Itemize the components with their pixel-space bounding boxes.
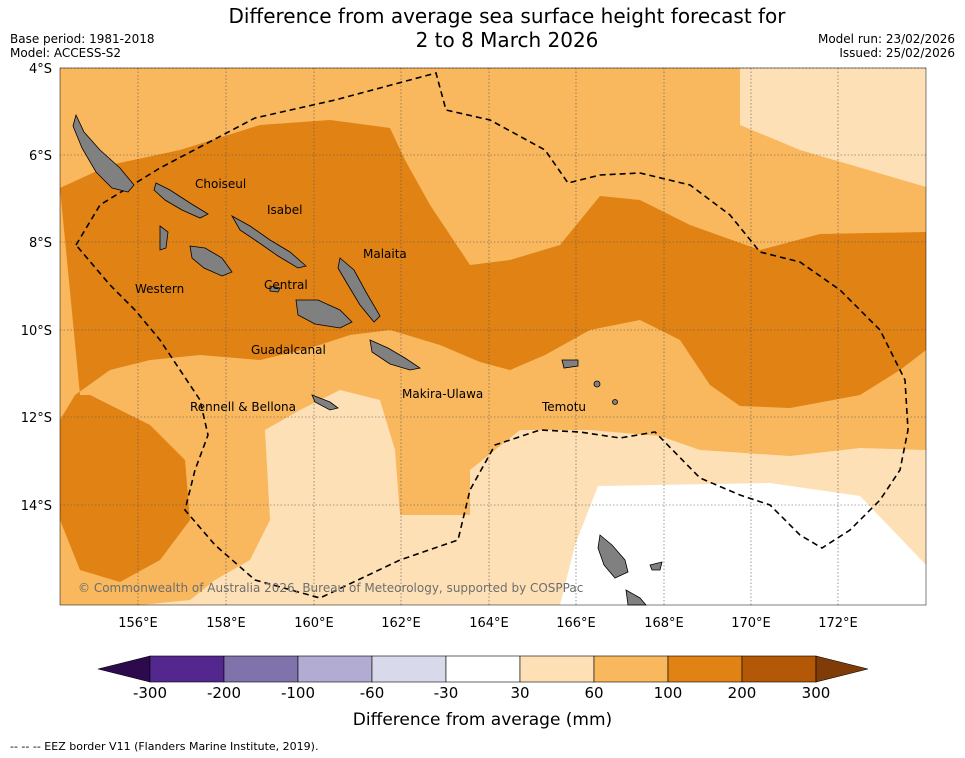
colorbar-title: Difference from average (mm) (352, 710, 613, 730)
map-frame (59, 67, 927, 606)
lon-label-162e: 162°E (381, 616, 421, 631)
lat-label-10s: 10°S (21, 324, 52, 339)
meta-right: Model run: 23/02/2026 Issued: 25/02/2026 (818, 32, 955, 60)
rennell-island (311, 394, 339, 411)
lon-label-156e: 156°E (118, 616, 158, 631)
colorbar-extend-high (815, 655, 869, 683)
lon-label-166e: 166°E (556, 616, 596, 631)
santa-cruz-island (561, 359, 579, 369)
place-label-temotu: Temotu (541, 400, 586, 414)
makira-island (369, 339, 422, 371)
place-label-makira: Makira-Ulawa (402, 387, 483, 401)
place-label-central: Central (264, 278, 308, 292)
lat-label-8s: 8°S (29, 236, 52, 251)
eez-border (75, 72, 909, 599)
copyright-credit: © Commonwealth of Australia 2026, Bureau… (78, 581, 583, 595)
colorbar-segment (519, 655, 595, 683)
colorbar-segment (445, 655, 521, 683)
title-line-1: Difference from average sea surface heig… (228, 4, 786, 28)
title-line-2: 2 to 8 March 2026 (415, 28, 599, 52)
colorbar-tick-label: 60 (584, 684, 604, 702)
colorbar-extend-low (97, 655, 151, 683)
sea-level-anomaly-map (59, 67, 927, 606)
colorbar-segment (223, 655, 299, 683)
western-islands (189, 245, 233, 277)
place-label-guadalcanal: Guadalcanal (251, 343, 326, 357)
place-label-isabel: Isabel (267, 203, 302, 217)
place-label-western: Western (135, 282, 184, 296)
place-label-rennell: Rennell & Bellona (190, 400, 296, 414)
model-run: Model run: 23/02/2026 (817, 32, 955, 46)
band-edge (60, 298, 70, 348)
issued-date: Issued: 25/02/2026 (839, 46, 955, 60)
colorbar-tick-label: -60 (359, 684, 385, 702)
band-neutral (560, 483, 926, 605)
colorbar-tick-label: -200 (206, 684, 242, 702)
colorbar-segment (593, 655, 669, 683)
lon-label-160e: 160°E (294, 616, 334, 631)
lat-label-4s: 4°S (29, 62, 52, 77)
malaita-island (337, 257, 381, 323)
meta-left: Base period: 1981-2018 Model: ACCESS-S2 (10, 32, 155, 60)
colorbar-tick-label: 200 (727, 684, 757, 702)
lat-label-14s: 14°S (21, 499, 52, 514)
lon-label-170e: 170°E (731, 616, 771, 631)
colorbar-tick-label: 30 (510, 684, 530, 702)
isabel-island (230, 214, 307, 269)
latitude-labels: 4°S 6°S 8°S 10°S 12°S 14°S (21, 62, 52, 514)
band-100-200 (60, 120, 926, 582)
choiseul-island (153, 182, 209, 219)
bougainville-island (72, 113, 135, 193)
model-name: Model: ACCESS-S2 (10, 46, 122, 60)
base-period: Base period: 1981-2018 (10, 32, 155, 46)
colorbar-tick-label: -30 (433, 684, 459, 702)
colorbar-tick-label: 100 (653, 684, 683, 702)
place-label-choiseul: Choiseul (195, 177, 246, 191)
lat-label-12s: 12°S (21, 411, 52, 426)
lon-label-172e: 172°E (818, 616, 858, 631)
western-island-small (159, 225, 169, 251)
russell-islands (269, 285, 281, 293)
longitude-labels: 156°E 158°E 160°E 162°E 164°E 166°E 168°… (118, 616, 858, 631)
lon-label-168e: 168°E (644, 616, 684, 631)
colorbar-tick-label: 300 (801, 684, 831, 702)
lat-label-6s: 6°S (29, 149, 52, 164)
guadalcanal-island (295, 299, 353, 329)
colorbar (97, 655, 869, 683)
lon-label-158e: 158°E (206, 616, 246, 631)
colorbar-tick-label: -300 (132, 684, 168, 702)
colorbar-segment (667, 655, 743, 683)
vanuatu-island-small (649, 561, 663, 571)
eez-legend-footnote: -- -- -- EEZ border V11 (Flanders Marine… (10, 740, 319, 753)
duff-island (612, 399, 618, 405)
landmasses (72, 113, 663, 606)
reef-island (593, 380, 601, 388)
colorbar-segment (297, 655, 373, 683)
colorbar-segment (149, 655, 225, 683)
colorbar-segment (741, 655, 817, 683)
vanuatu-island-north (597, 534, 629, 579)
place-label-malaita: Malaita (363, 247, 407, 261)
title: Difference from average sea surface heig… (0, 4, 965, 52)
colorbar-tick-label: -100 (280, 684, 316, 702)
lon-label-164e: 164°E (469, 616, 509, 631)
colorbar-segment (371, 655, 447, 683)
